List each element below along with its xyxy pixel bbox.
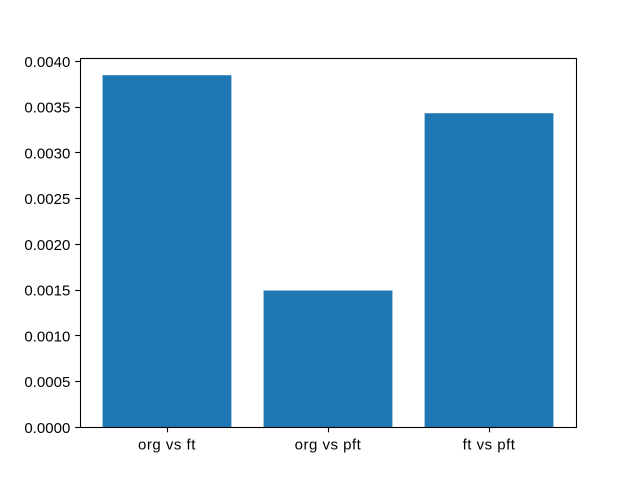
- svg-text:0.0030: 0.0030: [24, 145, 70, 162]
- svg-text:org vs pft: org vs pft: [295, 436, 362, 453]
- svg-text:0.0015: 0.0015: [24, 283, 70, 300]
- svg-text:0.0005: 0.0005: [24, 374, 70, 391]
- svg-text:org vs ft: org vs ft: [138, 436, 196, 453]
- svg-text:0.0010: 0.0010: [24, 328, 70, 345]
- svg-text:0.0020: 0.0020: [24, 237, 70, 254]
- svg-text:0.0035: 0.0035: [24, 100, 70, 117]
- svg-text:0.0025: 0.0025: [24, 191, 70, 208]
- svg-text:ft vs pft: ft vs pft: [463, 436, 516, 453]
- svg-text:0.0040: 0.0040: [24, 54, 70, 71]
- svg-text:0.0000: 0.0000: [24, 420, 70, 437]
